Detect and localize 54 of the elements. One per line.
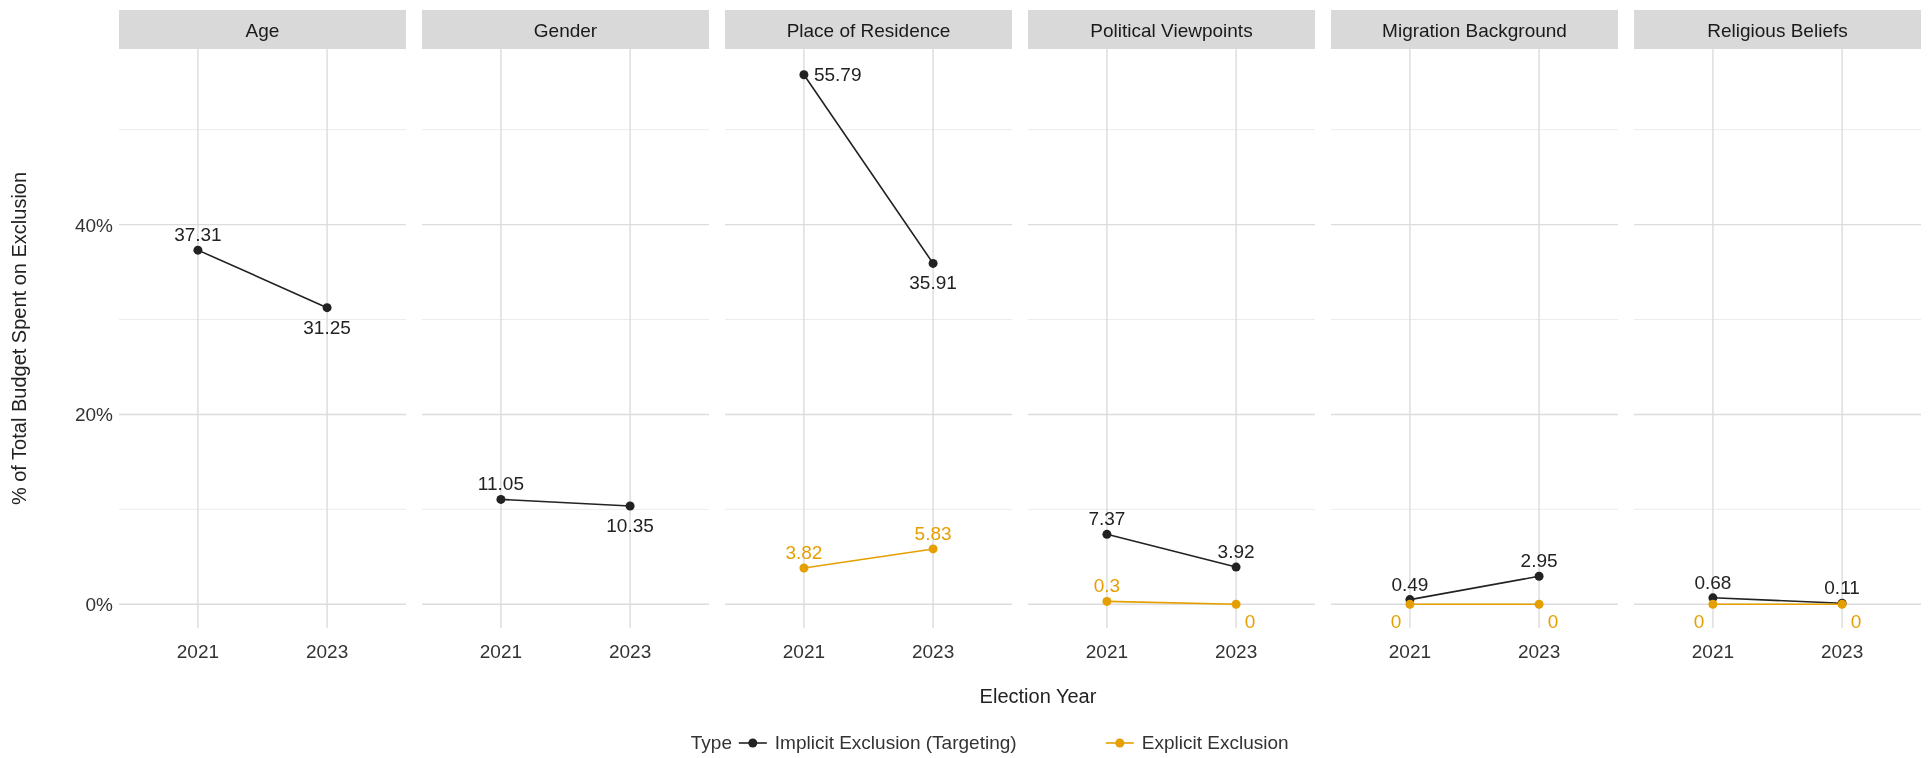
chart-title: Religious Beliefs: [1707, 19, 1848, 41]
chart-title: Migration Background: [1382, 19, 1567, 41]
x-axis-title: Election Year: [979, 685, 1097, 707]
x-tick-label: 2021: [176, 641, 220, 662]
chart-title: Age: [245, 19, 280, 41]
data-label: 2.95: [1520, 550, 1558, 572]
y-axis-title: % of Total Budget Spent on Exclusion: [8, 171, 30, 506]
chart-title: Place of Residence: [786, 19, 951, 41]
x-tick-label: 2023: [1820, 641, 1864, 662]
x-tick-label: 2021: [1388, 641, 1432, 662]
data-label: 0.68: [1694, 571, 1732, 593]
data-label: 0: [1244, 611, 1256, 633]
data-label: 3.82: [785, 542, 823, 564]
y-tick-label: 40%: [74, 214, 114, 236]
data-label: 35.91: [909, 272, 957, 294]
x-tick-label: 2021: [479, 641, 523, 662]
data-label: 37.31: [174, 224, 222, 246]
y-tick-label: 20%: [74, 404, 114, 426]
legend-title: Type: [690, 732, 732, 753]
y-tick-label: 0%: [85, 594, 114, 616]
point: [1102, 596, 1112, 606]
point: [1102, 529, 1112, 539]
data-label: 7.37: [1088, 508, 1126, 530]
x-tick-label: 2023: [1517, 641, 1561, 662]
point: [1231, 562, 1241, 572]
data-label: 0.11: [1824, 577, 1860, 599]
data-label: 10.35: [606, 515, 654, 537]
x-tick-label: 2021: [1085, 641, 1129, 662]
point: [799, 563, 809, 573]
legend-label: Implicit Exclusion (Targeting): [774, 732, 1017, 753]
data-label: 11.05: [477, 473, 524, 495]
data-label: 0: [1547, 611, 1559, 633]
point: [928, 544, 938, 554]
point: [928, 258, 938, 268]
x-tick-label: 2021: [1691, 641, 1735, 662]
x-tick-label: 2023: [911, 641, 955, 662]
data-label: 55.79: [813, 63, 862, 85]
point: [799, 70, 809, 80]
point: [1231, 599, 1241, 609]
data-label: 0.3: [1093, 575, 1121, 597]
chart-title: Political Viewpoints: [1090, 19, 1253, 41]
data-label: 31.25: [303, 316, 351, 338]
data-label: 0: [1693, 611, 1705, 633]
data-label: 0: [1850, 611, 1862, 633]
x-tick-label: 2023: [305, 641, 349, 662]
x-tick-label: 2023: [608, 641, 652, 662]
x-tick-label: 2021: [782, 641, 826, 662]
data-label: 0: [1390, 611, 1402, 633]
data-label: 0.49: [1391, 573, 1429, 595]
data-label: 3.92: [1217, 541, 1255, 563]
legend-label: Explicit Exclusion: [1141, 732, 1289, 753]
x-tick-label: 2023: [1214, 641, 1258, 662]
data-label: 5.83: [914, 522, 952, 544]
chart-title: Gender: [533, 19, 598, 41]
